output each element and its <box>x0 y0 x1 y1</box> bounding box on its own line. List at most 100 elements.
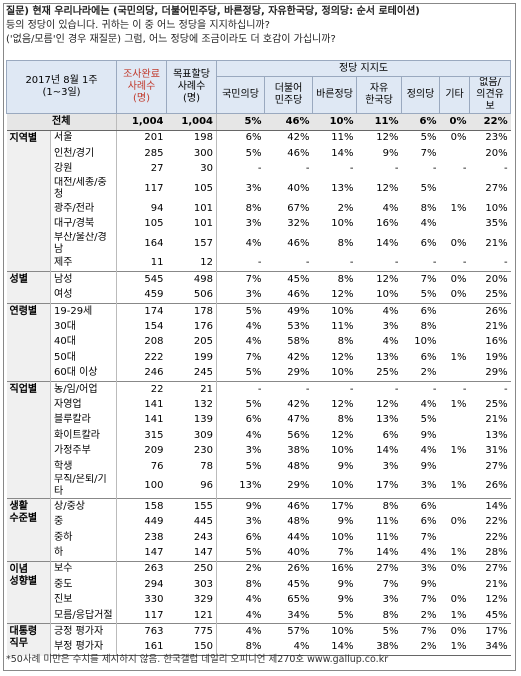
value-cell: 17% <box>469 623 511 640</box>
question-line: 질문) 현재 우리나라에는 (국민의당, 더불어민주당, 바른정당, 자유한국당… <box>6 6 420 17</box>
value-cell: 7% <box>337 547 354 559</box>
sample-count: 27 <box>116 161 167 177</box>
value-cell: 12% <box>331 429 354 441</box>
value-cell: 8% <box>216 639 265 657</box>
value-cell: 7% <box>401 623 440 640</box>
value-cell: - <box>439 380 470 398</box>
value-cell: 5% <box>420 289 437 301</box>
value-cell: 10% <box>312 113 357 131</box>
row-label: 여성 <box>54 289 73 301</box>
row-label: 중 <box>54 516 64 528</box>
value-cell: 21% <box>485 320 508 332</box>
target-count: 309 <box>166 428 218 444</box>
value-cell: 10% <box>331 367 354 379</box>
value-cell: 1% <box>450 547 467 559</box>
value-cell: - <box>394 163 399 175</box>
value-cell: 29% <box>287 480 310 492</box>
question-line: 등의 정당이 있습니다. 귀하는 이 중 어느 정당을 지지하십니까? <box>6 20 270 31</box>
target-count: 150 <box>166 639 218 657</box>
value-cell: 6% <box>420 351 437 363</box>
value-cell: 12% <box>376 132 399 144</box>
value-cell: 25% <box>485 398 508 410</box>
value-cell: 20% <box>469 271 511 288</box>
value-cell: 21% <box>485 237 508 249</box>
value-cell: 27% <box>469 560 511 578</box>
value-cell <box>440 177 470 201</box>
question-line: ('없음/모름'인 경우 재질문) 그럼, 어느 정당에 조금이라도 더 호감이… <box>6 34 336 45</box>
row-label: 인천/경기 <box>54 147 95 159</box>
value-cell: 31% <box>485 445 508 457</box>
row-label: 긍정 평가자 <box>50 623 117 640</box>
row-label: 무직/은퇴/기타 <box>54 474 107 498</box>
target-count: 250 <box>166 560 218 578</box>
value-cell: 4% <box>420 445 437 457</box>
value-cell: 42% <box>287 132 310 144</box>
value-cell: 56% <box>287 429 310 441</box>
value-cell: 3% <box>382 320 399 332</box>
value-cell: 46% <box>264 498 313 515</box>
data-row: 직업별 농/임/어업 22 21- - - - - - - <box>6 380 511 499</box>
data-row: 인천/경기 285 300 5% 46% 14% 9% 7% 20% <box>7 146 511 162</box>
value-cell: 6% <box>245 132 262 144</box>
value-cell: 16% <box>312 560 357 578</box>
sample-count: 158 <box>116 498 167 515</box>
sample-count: 208 <box>116 334 167 351</box>
sample-count: 238 <box>116 529 167 546</box>
header-target: 목표할당 사례수 (명) <box>166 59 218 115</box>
value-cell: - <box>401 380 440 398</box>
value-cell: 5% <box>420 182 437 194</box>
value-cell: 53% <box>287 320 310 332</box>
value-cell: - <box>216 380 265 398</box>
value-cell <box>439 498 470 515</box>
value-cell: 46% <box>287 147 310 159</box>
data-row: 중도 294 303 8% 45% 9% 7% 9% 21% <box>7 577 511 593</box>
sample-count: 76 <box>116 458 167 475</box>
value-cell: 12% <box>356 271 402 288</box>
value-cell: 6% <box>401 498 440 515</box>
value-cell: 6% <box>245 414 262 426</box>
target-count: 157 <box>166 231 218 256</box>
target-count: 198 <box>166 130 218 147</box>
value-cell: 8% <box>245 578 262 590</box>
data-row: 중 449 445 3% 48% 9% 11% 6% 0% 22% <box>7 514 511 530</box>
value-cell: 20% <box>485 147 508 159</box>
value-cell: 14% <box>376 445 399 457</box>
value-cell: 1% <box>450 445 467 457</box>
value-cell: - <box>432 163 437 175</box>
value-cell: 6% <box>245 531 262 543</box>
value-cell: 19% <box>485 351 508 363</box>
value-cell: 2% <box>337 202 354 214</box>
value-cell: - <box>394 257 399 269</box>
target-count: 155 <box>166 498 218 515</box>
value-cell: - <box>462 163 467 175</box>
sample-count: 22 <box>116 380 167 398</box>
page-frame <box>3 3 516 671</box>
value-cell: 0% <box>450 237 467 249</box>
row-label: 모름/응답거절 <box>54 609 113 621</box>
value-cell: 16% <box>376 218 399 230</box>
data-row: 화이트칼라 315 309 4% 56% 12% 6% 9% 13% <box>7 428 511 444</box>
value-cell: 13% <box>376 414 399 426</box>
value-cell: 25% <box>376 367 399 379</box>
value-cell: 3% <box>245 182 262 194</box>
value-cell: 5% <box>245 367 262 379</box>
value-cell: 9% <box>420 578 437 590</box>
value-cell: 9% <box>420 460 437 472</box>
target-count: 775 <box>166 623 218 640</box>
sample-count: 117 <box>116 607 167 624</box>
data-row: 하 147 147 5% 40% 7% 14% 4% 1% 28% <box>7 545 511 562</box>
row-label: 농/임/어업 <box>50 380 117 398</box>
value-cell: 2% <box>216 560 265 578</box>
data-row: 가정주부 209 230 3% 38% 10% 14% 4% 1% 31% <box>7 443 511 459</box>
value-cell: 6% <box>420 516 437 528</box>
value-cell: 13% <box>485 429 508 441</box>
sample-count: 164 <box>116 231 167 256</box>
value-cell: 25% <box>485 289 508 301</box>
value-cell: 29% <box>485 367 508 379</box>
value-cell: 8% <box>420 320 437 332</box>
row-label: 중도 <box>54 578 73 590</box>
value-cell: 9% <box>337 578 354 590</box>
value-cell: 12% <box>376 182 399 194</box>
value-cell: 38% <box>356 639 402 657</box>
value-cell: 65% <box>287 594 310 606</box>
